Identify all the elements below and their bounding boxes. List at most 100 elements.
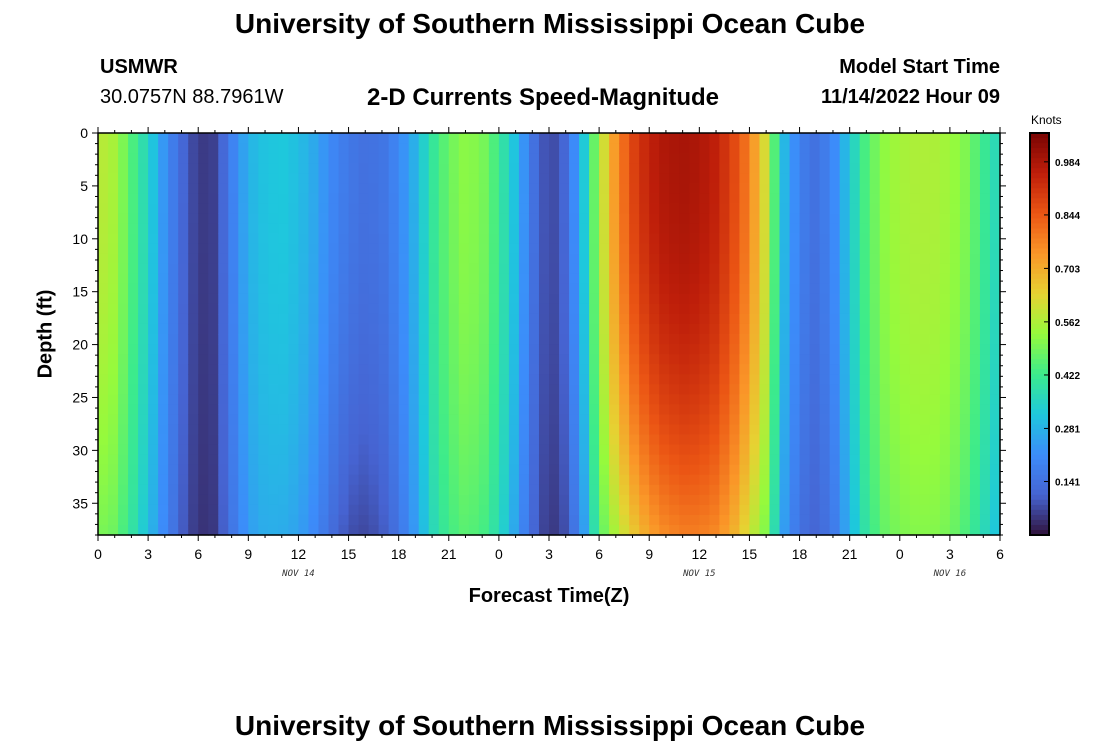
heatmap-cell xyxy=(368,313,380,325)
heatmap-cell xyxy=(118,203,129,214)
heatmap-cell xyxy=(609,283,620,295)
heatmap-cell xyxy=(779,133,791,144)
colorbar-segment xyxy=(1030,469,1049,476)
heatmap-cell xyxy=(619,494,630,506)
heatmap-cell xyxy=(899,464,911,476)
heatmap-cell xyxy=(148,514,159,526)
heatmap-cell xyxy=(959,203,971,214)
heatmap-cell xyxy=(288,253,300,265)
heatmap-cell xyxy=(829,384,841,395)
heatmap-cell xyxy=(879,173,891,184)
heatmap-cell xyxy=(478,484,490,496)
heatmap-cell xyxy=(448,484,460,496)
heatmap-cell xyxy=(729,203,741,214)
heatmap-cell xyxy=(769,293,781,305)
heatmap-cell xyxy=(859,303,871,315)
heatmap-cell xyxy=(759,454,771,466)
heatmap-cell xyxy=(328,404,340,415)
heatmap-cell xyxy=(528,374,540,385)
heatmap-cell xyxy=(288,344,300,355)
heatmap-cell xyxy=(258,494,269,506)
y-tick-label: 5 xyxy=(80,178,88,194)
heatmap-cell xyxy=(128,504,139,516)
heatmap-cell xyxy=(649,444,660,456)
heatmap-cell xyxy=(168,374,179,385)
heatmap-cell xyxy=(408,414,420,426)
heatmap-cell xyxy=(689,153,700,164)
heatmap-cell xyxy=(328,133,340,144)
heatmap-cell xyxy=(679,494,690,506)
heatmap-cell xyxy=(729,323,741,335)
heatmap-cell xyxy=(989,303,1001,315)
heatmap-cell xyxy=(378,334,390,345)
heatmap-cell xyxy=(989,203,1001,214)
heatmap-cell xyxy=(579,504,590,516)
heatmap-cell xyxy=(659,243,670,255)
heatmap-cell xyxy=(388,394,400,405)
heatmap-cell xyxy=(238,434,249,446)
heatmap-cell xyxy=(168,223,179,235)
colorbar-segment xyxy=(1030,228,1049,235)
heatmap-cell xyxy=(238,474,249,486)
heatmap-cell xyxy=(418,524,430,536)
heatmap-cell xyxy=(869,273,881,285)
heatmap-cell xyxy=(619,364,630,375)
heatmap-cell xyxy=(869,494,881,506)
heatmap-cell xyxy=(418,203,430,214)
heatmap-cell xyxy=(538,514,550,526)
heatmap-cell xyxy=(639,273,650,285)
heatmap-cell xyxy=(308,514,320,526)
heatmap-cell xyxy=(398,384,410,395)
heatmap-cell xyxy=(899,364,911,375)
heatmap-cell xyxy=(839,374,851,385)
heatmap-cell xyxy=(929,323,941,335)
heatmap-cell xyxy=(518,243,530,255)
heatmap-cell xyxy=(128,394,139,405)
heatmap-cell xyxy=(358,454,370,466)
heatmap-cell xyxy=(358,273,370,285)
heatmap-cell xyxy=(959,183,971,194)
heatmap-cell xyxy=(488,494,500,506)
heatmap-cell xyxy=(559,524,570,536)
heatmap-cell xyxy=(749,344,761,355)
heatmap-cell xyxy=(759,414,771,426)
heatmap-cell xyxy=(989,213,1001,225)
heatmap-cell xyxy=(819,354,831,365)
heatmap-cell xyxy=(418,404,430,415)
heatmap-cell xyxy=(589,183,600,194)
heatmap-cell xyxy=(278,263,290,275)
heatmap-cell xyxy=(599,344,610,355)
heatmap-cell xyxy=(118,504,129,516)
heatmap-cell xyxy=(619,213,630,225)
heatmap-cell xyxy=(208,323,219,335)
heatmap-cell xyxy=(949,323,961,335)
heatmap-cell xyxy=(759,193,771,204)
heatmap-cell xyxy=(348,253,360,265)
heatmap-cell xyxy=(148,494,159,506)
heatmap-cell xyxy=(689,374,700,385)
heatmap-cell xyxy=(989,223,1001,235)
heatmap-cell xyxy=(649,344,660,355)
heatmap-cell xyxy=(268,494,279,506)
heatmap-cell xyxy=(919,424,931,436)
heatmap-cell xyxy=(308,394,320,405)
heatmap-cell xyxy=(549,183,560,194)
heatmap-cell xyxy=(749,323,761,335)
heatmap-cell xyxy=(118,303,129,315)
heatmap-cell xyxy=(739,213,751,225)
heatmap-cell xyxy=(248,364,259,375)
heatmap-cell xyxy=(218,374,229,385)
heatmap-cell xyxy=(909,283,921,295)
heatmap-cell xyxy=(508,384,520,395)
heatmap-cell xyxy=(308,313,320,325)
heatmap-cell xyxy=(959,263,971,275)
heatmap-cell xyxy=(238,273,249,285)
heatmap-cell xyxy=(779,394,791,405)
heatmap-cell xyxy=(549,193,560,204)
heatmap-cell xyxy=(559,334,570,345)
heatmap-cell xyxy=(338,434,350,446)
heatmap-cell xyxy=(288,474,300,486)
heatmap-cell xyxy=(418,273,430,285)
heatmap-cell xyxy=(108,213,119,225)
heatmap-cell xyxy=(709,213,720,225)
